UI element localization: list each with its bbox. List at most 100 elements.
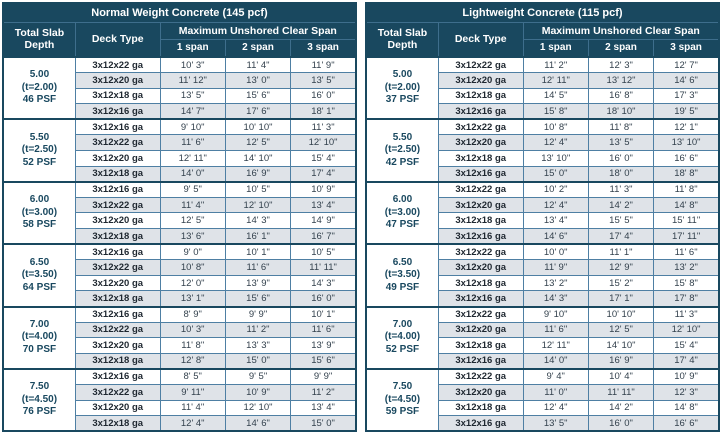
slab-load-value: 46 PSF bbox=[22, 94, 57, 106]
span-3-value-cell: 13' 4" bbox=[290, 399, 357, 417]
deck-type-cell: 3x12x18 ga bbox=[437, 337, 524, 354]
slab-thickness-value: (t=2.50) bbox=[384, 144, 421, 156]
slab-depth-value: 7.50 bbox=[392, 381, 413, 393]
deck-type-cell: 3x12x16 ga bbox=[74, 118, 161, 136]
span-2-value-cell: 18' 10" bbox=[587, 103, 655, 120]
slab-depth-cell: 6.00 (t=3.00) 47 PSF bbox=[365, 180, 439, 245]
table-row: 3x12x18 ga 12' 4" 14' 6" 15' 0" bbox=[3, 415, 357, 432]
column-header-total-slab-depth: Total Slab Depth bbox=[365, 21, 439, 58]
span-3-value-cell: 10' 1" bbox=[290, 305, 357, 323]
table-row: 6.50 (t=3.50) 49 PSF 3x12x22 ga 10' 0" 11' 1"… bbox=[365, 243, 720, 308]
deck-type-cell: 3x12x20 ga bbox=[437, 321, 524, 339]
deck-type-cell: 3x12x22 ga bbox=[74, 383, 161, 401]
deck-type-cell: 3x12x20 ga bbox=[437, 134, 524, 152]
span-2-value-cell: 14' 6" bbox=[224, 415, 292, 432]
span-2-value-cell: 16' 0" bbox=[587, 150, 655, 167]
column-header-max-unshored-clear-span: Maximum Unshored Clear Span bbox=[522, 21, 720, 40]
slab-depth-value: 5.50 bbox=[29, 131, 50, 143]
span-3-value-cell: 15' 11" bbox=[653, 212, 720, 230]
span-2-value-cell: 11' 2" bbox=[224, 321, 292, 339]
column-header-span-3: 3 span bbox=[653, 38, 720, 58]
table-row: 5.00 (t=2.00) 37 PSF 3x12x22 ga 11' 2" 12' 3"… bbox=[365, 55, 720, 120]
span-2-value-cell: 18' 0" bbox=[587, 165, 655, 183]
deck-type-cell: 3x12x16 ga bbox=[437, 415, 524, 432]
table-row: 3x12x20 ga 12' 4" 14' 2" 14' 8" bbox=[366, 196, 720, 214]
slab-depth-cell: 5.00 (t=2.00) 37 PSF bbox=[365, 55, 439, 120]
table-row: 3x12x22 ga 10' 3" 11' 2" 11' 6" bbox=[3, 321, 357, 339]
span-2-value-cell: 15' 6" bbox=[224, 87, 292, 105]
span-3-value-cell: 11' 6" bbox=[653, 243, 720, 261]
table-row: 3x12x20 ga 11' 0" 11' 11" 12' 3" bbox=[366, 383, 720, 401]
span-1-value-cell: 13' 2" bbox=[522, 274, 589, 292]
span-3-value-cell: 16' 7" bbox=[290, 228, 357, 245]
deck-type-cell: 3x12x18 ga bbox=[74, 352, 161, 370]
slab-thickness-value: (t=3.50) bbox=[384, 269, 421, 281]
slab-load-value: 52 PSF bbox=[385, 343, 420, 355]
span-1-value-cell: 9' 4" bbox=[522, 367, 589, 385]
deck-type-cell: 3x12x22 ga bbox=[74, 321, 161, 339]
column-header-span-1: 1 span bbox=[522, 38, 589, 58]
slab-depth-cell: 7.00 (t=4.00) 52 PSF bbox=[365, 305, 439, 370]
deck-type-cell: 3x12x22 ga bbox=[437, 118, 524, 136]
table-row: 3x12x16 ga 13' 5" 16' 0" 16' 6" bbox=[366, 415, 720, 432]
slab-thickness-value: (t=3.00) bbox=[21, 206, 58, 218]
slab-load-value: 52 PSF bbox=[22, 156, 57, 168]
span-1-value-cell: 11' 0" bbox=[522, 383, 589, 401]
deck-type-cell: 3x12x22 ga bbox=[74, 259, 161, 276]
span-3-value-cell: 13' 5" bbox=[290, 72, 357, 89]
slab-depth-value: 5.00 bbox=[392, 69, 413, 81]
span-1-value-cell: 11' 9" bbox=[522, 259, 589, 276]
deck-type-cell: 3x12x22 ga bbox=[437, 180, 524, 198]
column-header-max-unshored-clear-span: Maximum Unshored Clear Span bbox=[159, 21, 357, 40]
slab-depth-cell: 5.50 (t=2.50) 52 PSF bbox=[2, 118, 76, 183]
table-row: 3x12x20 ga 12' 0" 13' 9" 14' 3" bbox=[3, 274, 357, 292]
span-1-value-cell: 9' 10" bbox=[159, 118, 226, 136]
span-1-value-cell: 12' 11" bbox=[522, 337, 589, 354]
deck-type-cell: 3x12x16 ga bbox=[74, 243, 161, 261]
span-2-value-cell: 13' 12" bbox=[587, 72, 655, 89]
span-3-value-cell: 14' 3" bbox=[290, 274, 357, 292]
span-2-value-cell: 11' 4" bbox=[224, 56, 292, 74]
span-3-value-cell: 12' 3" bbox=[653, 383, 720, 401]
deck-type-cell: 3x12x18 ga bbox=[74, 165, 161, 183]
span-2-value-cell: 9' 9" bbox=[224, 305, 292, 323]
slab-thickness-value: (t=2.00) bbox=[21, 81, 58, 93]
table-row: 3x12x18 ga 13' 10" 16' 0" 16' 6" bbox=[366, 150, 720, 167]
table-row: 3x12x20 ga 12' 11" 13' 12" 14' 6" bbox=[366, 72, 720, 89]
span-1-value-cell: 11' 6" bbox=[522, 321, 589, 339]
span-2-value-cell: 14' 10" bbox=[224, 150, 292, 167]
span-1-value-cell: 9' 10" bbox=[522, 305, 589, 323]
span-1-value-cell: 12' 11" bbox=[522, 72, 589, 89]
span-2-value-cell: 16' 9" bbox=[224, 165, 292, 183]
deck-type-cell: 3x12x22 ga bbox=[437, 305, 524, 323]
span-3-value-cell: 17' 8" bbox=[653, 290, 720, 307]
span-3-value-cell: 15' 4" bbox=[653, 337, 720, 354]
span-1-value-cell: 12' 4" bbox=[522, 134, 589, 152]
table-row: 3x12x18 ga 13' 2" 15' 2" 15' 8" bbox=[366, 274, 720, 292]
span-1-value-cell: 8' 5" bbox=[159, 367, 226, 385]
slab-load-value: 76 PSF bbox=[22, 406, 57, 418]
table-row: 3x12x18 ga 13' 5" 15' 6" 16' 0" bbox=[3, 87, 357, 105]
span-3-value-cell: 12' 10" bbox=[290, 134, 357, 152]
span-2-value-cell: 12' 5" bbox=[587, 321, 655, 339]
table-row: 7.50 (t=4.50) 59 PSF 3x12x22 ga 9' 4" 10' 4" 1… bbox=[365, 367, 720, 432]
span-2-value-cell: 13' 0" bbox=[224, 72, 292, 89]
span-1-value-cell: 13' 1" bbox=[159, 290, 226, 307]
span-1-value-cell: 12' 0" bbox=[159, 274, 226, 292]
table-row: 6.00 (t=3.00) 47 PSF 3x12x22 ga 10' 2" 11' 3"… bbox=[365, 180, 720, 245]
table-row: 3x12x18 ga 14' 5" 16' 8" 17' 3" bbox=[366, 87, 720, 105]
deck-type-cell: 3x12x18 ga bbox=[74, 87, 161, 105]
slab-load-value: 70 PSF bbox=[22, 343, 57, 355]
span-1-value-cell: 12' 8" bbox=[159, 352, 226, 370]
span-3-value-cell: 18' 1" bbox=[290, 103, 357, 120]
span-1-value-cell: 14' 3" bbox=[522, 290, 589, 307]
span-3-value-cell: 19' 5" bbox=[653, 103, 720, 120]
span-2-value-cell: 14' 10" bbox=[587, 337, 655, 354]
deck-type-cell: 3x12x18 ga bbox=[74, 415, 161, 432]
span-1-value-cell: 13' 6" bbox=[159, 228, 226, 245]
table-title: Lightweight Concrete (115 pcf) bbox=[366, 3, 719, 23]
span-1-value-cell: 10' 3" bbox=[159, 321, 226, 339]
span-3-value-cell: 17' 3" bbox=[653, 87, 720, 105]
table-row: 3x12x18 ga 14' 0" 16' 9" 17' 4" bbox=[3, 165, 357, 183]
span-3-value-cell: 17' 4" bbox=[290, 165, 357, 183]
